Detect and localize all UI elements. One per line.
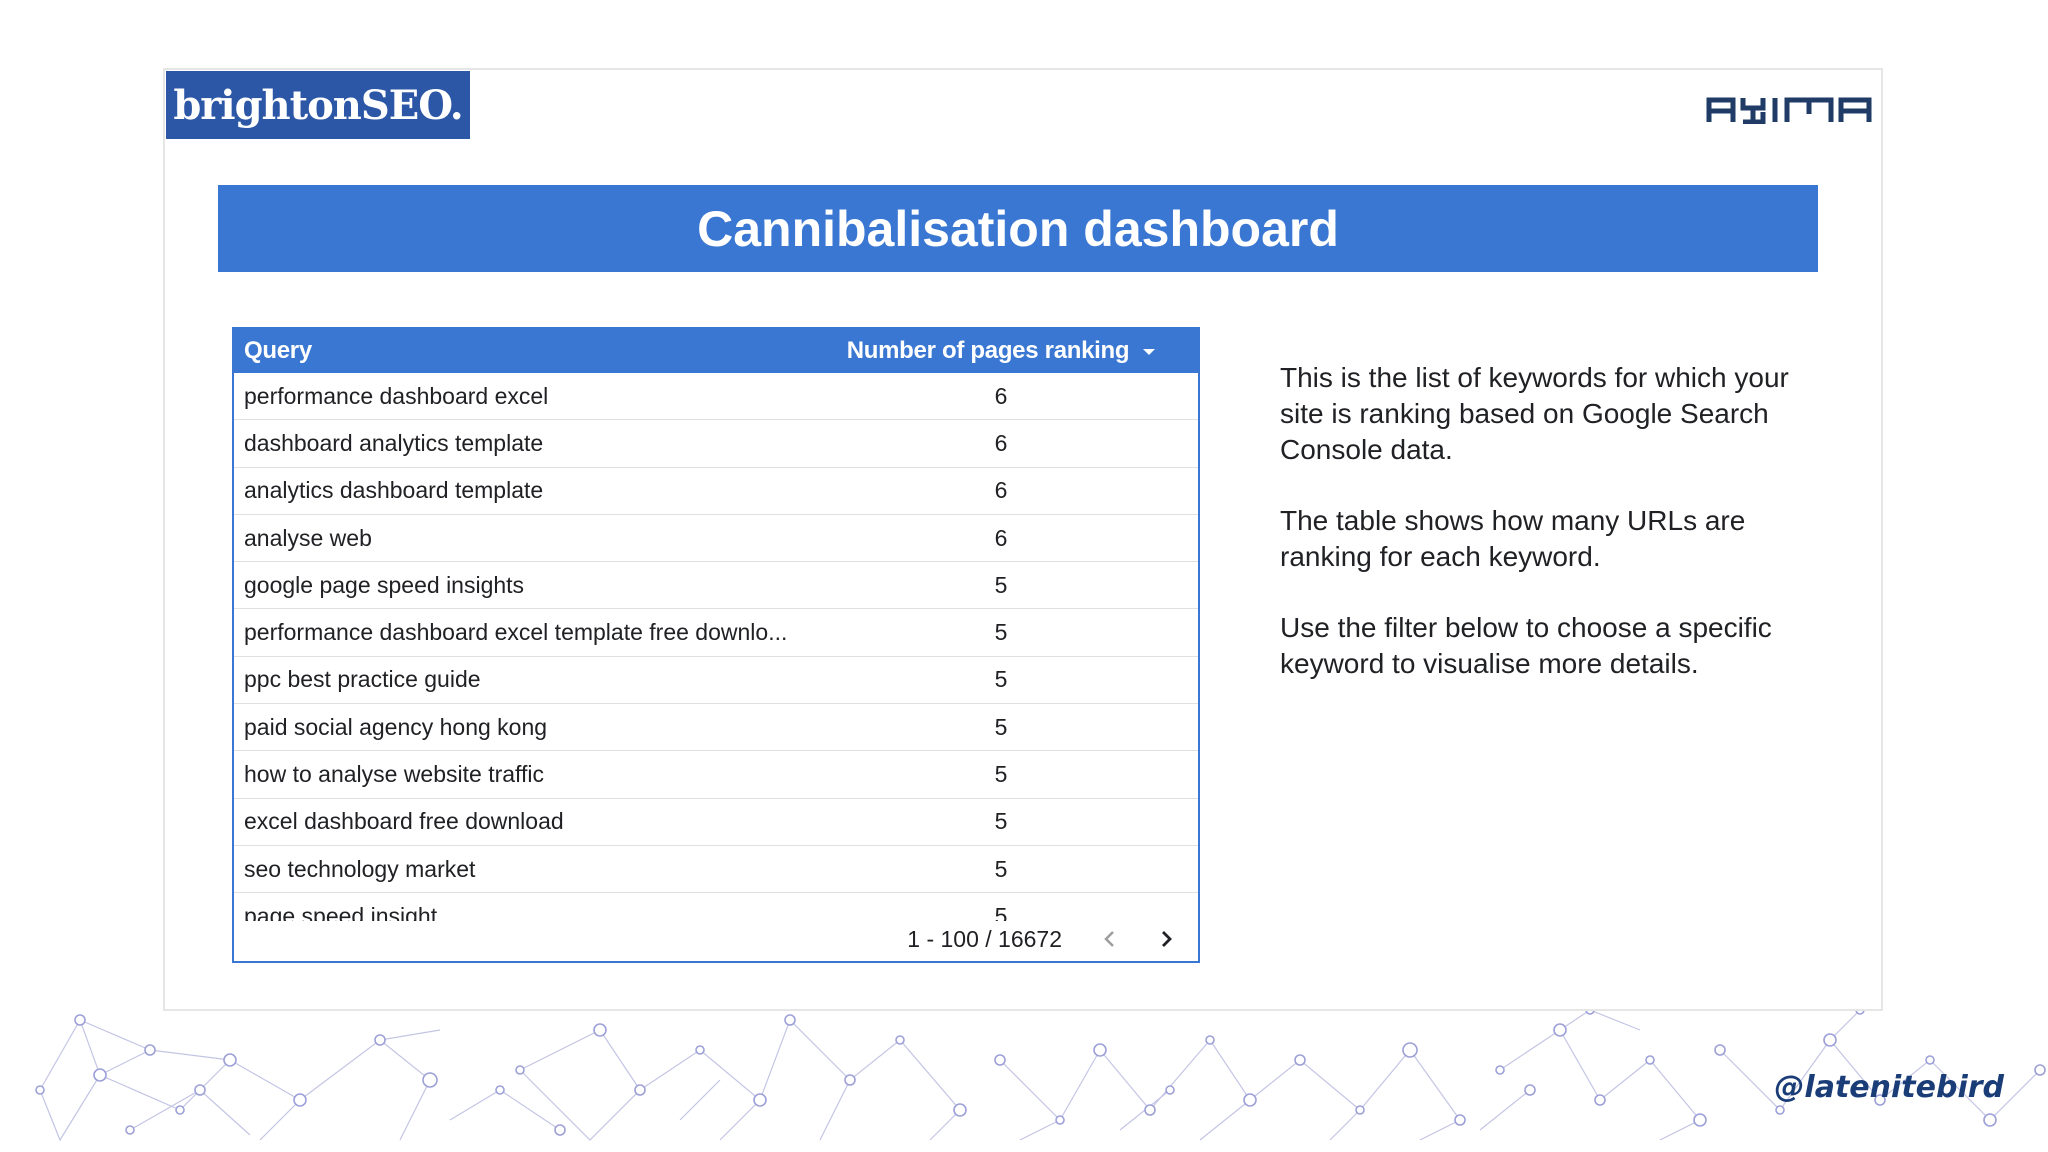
cannibalisation-table: Query Number of pages ranking performanc…	[232, 327, 1200, 963]
table-row[interactable]: google page speed insights 5	[234, 562, 1198, 610]
count-cell: 5	[994, 855, 1008, 882]
next-page-button[interactable]	[1148, 921, 1184, 957]
chevron-left-icon	[1104, 931, 1114, 947]
description-paragraph: The table shows how many URLs are rankin…	[1280, 505, 1746, 572]
count-cell: 5	[994, 666, 1008, 693]
table-row[interactable]: performance dashboard excel 6	[234, 373, 1198, 421]
description-text: This is the list of keywords for which y…	[1280, 360, 1800, 717]
chevron-right-icon	[1162, 931, 1172, 947]
count-cell: 6	[994, 477, 1008, 504]
query-cell: seo technology market	[244, 855, 476, 882]
previous-page-button[interactable]	[1092, 921, 1128, 957]
table-row[interactable]: ppc best practice guide 5	[234, 657, 1198, 705]
table-row[interactable]: excel dashboard free download 5	[234, 799, 1198, 846]
table-row[interactable]: analytics dashboard template 6	[234, 468, 1198, 515]
table-row[interactable]: paid social agency hong kong 5	[234, 704, 1198, 752]
slide-card: brightonSEO. Cannibalisation dashboard Q…	[163, 68, 1883, 1011]
table-body[interactable]: performance dashboard excel 6 dashboard …	[234, 373, 1198, 921]
count-cell: 5	[994, 761, 1008, 788]
query-cell: paid social agency hong kong	[244, 713, 548, 740]
count-cell: 6	[994, 524, 1008, 551]
count-cell: 5	[994, 808, 1008, 835]
brightonseo-logo: brightonSEO.	[166, 71, 470, 139]
query-cell: dashboard analytics template	[244, 429, 544, 456]
query-cell: performance dashboard excel	[244, 382, 549, 409]
query-cell: performance dashboard excel template fre…	[244, 619, 788, 646]
query-cell: excel dashboard free download	[244, 808, 564, 835]
network-background	[0, 990, 2048, 1152]
table-row[interactable]: dashboard analytics template 6	[234, 420, 1198, 468]
count-cell: 5	[994, 571, 1008, 598]
count-cell: 5	[994, 619, 1008, 646]
count-cell: 5	[994, 713, 1008, 740]
description-paragraph: This is the list of keywords for which y…	[1280, 362, 1789, 465]
query-cell: ppc best practice guide	[244, 666, 481, 693]
count-cell: 5	[994, 902, 1008, 921]
page-title: Cannibalisation dashboard	[697, 200, 1339, 257]
sort-descending-icon	[1143, 349, 1156, 355]
twitter-handle: @latenitebird	[1774, 1070, 2004, 1105]
table-row[interactable]: performance dashboard excel template fre…	[234, 609, 1198, 657]
ayima-logo	[1705, 92, 1873, 125]
pagination-info: 1 - 100 / 16672	[907, 925, 1062, 952]
table-pagination: 1 - 100 / 16672	[234, 917, 1198, 961]
column-header-query[interactable]: Query	[244, 337, 312, 364]
table-row[interactable]: seo technology market 5	[234, 846, 1198, 894]
query-cell: page speed insight	[244, 902, 438, 921]
column-header-pages-ranking[interactable]: Number of pages ranking	[834, 337, 1198, 365]
query-cell: how to analyse website traffic	[244, 761, 545, 788]
table-row[interactable]: how to analyse website traffic 5	[234, 751, 1198, 799]
table-header: Query Number of pages ranking	[234, 329, 1198, 373]
description-paragraph: Use the filter below to choose a specifi…	[1280, 612, 1772, 679]
count-cell: 6	[994, 382, 1008, 409]
table-row[interactable]: page speed insight 5	[234, 893, 1198, 921]
query-cell: google page speed insights	[244, 571, 525, 598]
count-cell: 6	[994, 429, 1008, 456]
title-banner: Cannibalisation dashboard	[218, 185, 1818, 272]
column-header-pages-ranking-label: Number of pages ranking	[846, 337, 1130, 364]
query-cell: analytics dashboard template	[244, 477, 544, 504]
table-row[interactable]: analyse web 6	[234, 515, 1198, 563]
query-cell: analyse web	[244, 524, 372, 551]
